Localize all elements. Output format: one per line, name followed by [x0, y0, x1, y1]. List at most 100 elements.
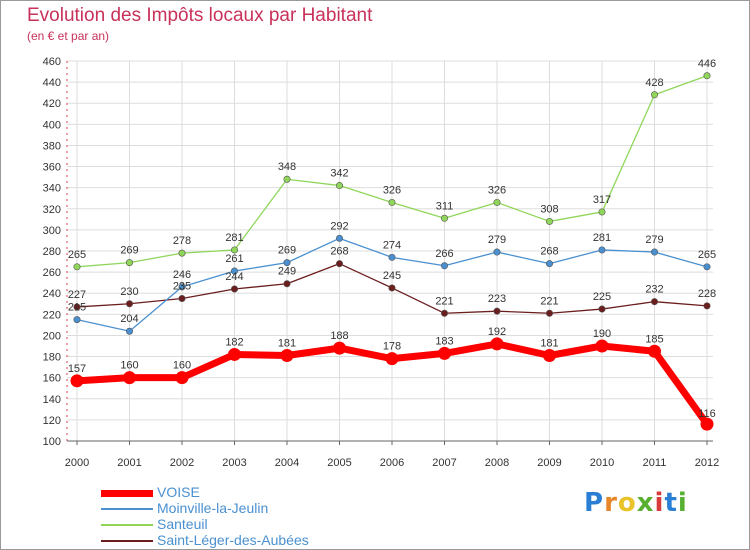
- axes: 100 120 140 160 180 200 220 240 260 280 300 320 340 3…: [43, 56, 720, 469]
- data-label: 160: [173, 360, 191, 372]
- data-label: 221: [435, 295, 453, 307]
- y-tick-label: 300: [43, 225, 61, 237]
- data-point: [178, 249, 186, 257]
- data-point: [178, 283, 186, 291]
- data-point: [70, 374, 84, 388]
- data-point: [283, 259, 291, 267]
- data-point: [545, 217, 553, 225]
- data-label: 230: [120, 286, 138, 298]
- legend-swatch: [101, 489, 153, 497]
- data-point: [283, 175, 291, 183]
- data-label: 279: [488, 234, 506, 246]
- data-label: 157: [68, 363, 86, 375]
- data-label: 215: [68, 302, 86, 314]
- logo-letter: x: [636, 488, 655, 518]
- data-label: 221: [540, 295, 558, 307]
- series-lines: [70, 72, 714, 431]
- y-tick-label: 120: [43, 415, 61, 427]
- data-point: [648, 344, 661, 358]
- data-label: 181: [540, 338, 558, 350]
- data-point: [335, 260, 343, 268]
- data-point: [598, 208, 606, 216]
- data-label: 266: [435, 248, 453, 260]
- data-label: 281: [593, 232, 611, 244]
- data-point: [598, 246, 606, 254]
- data-point: [335, 234, 343, 242]
- data-point: [126, 300, 134, 308]
- data-label: 308: [540, 203, 558, 215]
- data-label: 265: [698, 249, 716, 261]
- data-point: [178, 294, 186, 302]
- data-point: [650, 298, 658, 306]
- data-label: 183: [435, 335, 453, 347]
- y-tick-label: 180: [43, 352, 61, 364]
- data-point: [703, 263, 711, 271]
- data-point: [280, 349, 294, 362]
- x-tick-label: 2011: [643, 457, 667, 469]
- x-tick-label: 2007: [432, 457, 456, 469]
- data-label: 269: [120, 245, 138, 257]
- data-point: [543, 349, 556, 362]
- data-point: [388, 198, 396, 206]
- data-point: [490, 337, 504, 351]
- legend-swatch: [101, 540, 153, 542]
- data-label: 116: [698, 408, 716, 420]
- data-point: [73, 316, 81, 324]
- data-labels: 157 160 160 182 181 188 178 183 192 181 190 185 116 2…: [68, 58, 716, 420]
- data-point: [700, 417, 714, 431]
- data-label: 228: [698, 288, 716, 300]
- data-point: [598, 305, 606, 313]
- logo-letter: o: [617, 488, 637, 518]
- legend-swatch: [101, 508, 153, 510]
- data-label: 278: [173, 235, 191, 247]
- y-tick-label: 380: [43, 140, 61, 152]
- data-point: [388, 284, 396, 292]
- y-tick-label: 320: [43, 204, 61, 216]
- y-tick-label: 260: [43, 267, 61, 279]
- y-tick-label: 360: [43, 162, 61, 174]
- data-point: [123, 371, 136, 385]
- data-label: 268: [540, 246, 558, 258]
- data-point: [703, 302, 711, 310]
- data-label: 188: [330, 330, 348, 342]
- data-label: 244: [225, 271, 243, 283]
- chart-subtitle: (en € et par an): [27, 29, 110, 43]
- x-tick-label: 2001: [117, 457, 141, 469]
- logo-letter: i: [654, 488, 665, 518]
- data-point: [231, 267, 239, 275]
- x-tick-label: 2008: [485, 457, 509, 469]
- data-label: 192: [488, 326, 506, 338]
- y-tick-label: 220: [43, 309, 61, 321]
- logo-letter: r: [604, 488, 618, 518]
- y-tick-label: 400: [43, 119, 61, 131]
- data-label: 342: [330, 168, 348, 180]
- data-label: 181: [278, 338, 296, 350]
- data-point: [126, 327, 134, 335]
- data-point: [440, 214, 448, 222]
- data-label: 246: [173, 269, 191, 281]
- data-label: 185: [645, 333, 663, 345]
- data-point: [333, 341, 346, 355]
- legend-label: Santeuil: [157, 516, 208, 532]
- y-tick-label: 460: [43, 56, 61, 68]
- y-tick-label: 240: [43, 288, 61, 300]
- y-tick-label: 160: [43, 373, 61, 385]
- grid: [67, 60, 713, 442]
- data-point: [335, 182, 343, 190]
- y-tick-label: 280: [43, 246, 61, 258]
- x-tick-label: 2012: [695, 457, 719, 469]
- data-point: [545, 309, 553, 317]
- data-label: 268: [330, 246, 348, 258]
- x-tick-label: 2003: [222, 457, 246, 469]
- data-point: [126, 259, 134, 267]
- x-tick-label: 2010: [590, 457, 614, 469]
- data-label: 279: [645, 234, 663, 246]
- data-point: [650, 91, 658, 99]
- data-label: 235: [173, 281, 191, 293]
- data-label: 160: [120, 360, 138, 372]
- data-label: 178: [383, 341, 401, 353]
- x-tick-label: 2009: [537, 457, 561, 469]
- data-label: 182: [225, 336, 243, 348]
- data-label: 204: [120, 313, 138, 325]
